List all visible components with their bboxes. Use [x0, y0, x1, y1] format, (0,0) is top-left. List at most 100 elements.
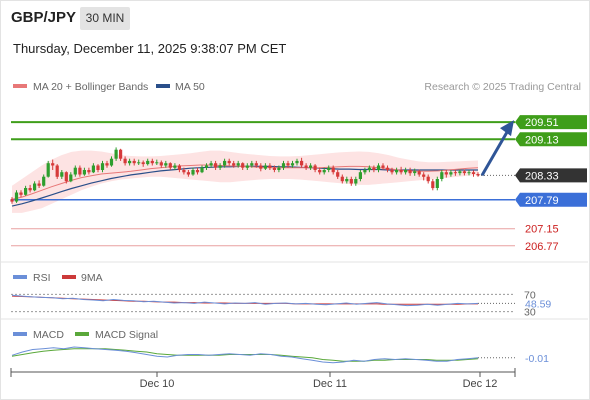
- rsi-legend-label: RSI: [33, 272, 51, 284]
- candle-body: [268, 165, 272, 168]
- rsi-value-label: 48.59: [525, 298, 551, 310]
- candle-body: [435, 179, 439, 188]
- candle-body: [367, 167, 371, 170]
- candle-body: [358, 172, 362, 179]
- candle-body: [422, 174, 426, 177]
- candle-body: [123, 158, 127, 164]
- timeframe-button[interactable]: 30 MIN: [80, 7, 130, 30]
- candle-body: [263, 165, 267, 169]
- candle-body: [119, 149, 123, 159]
- candle-body: [223, 160, 227, 166]
- candle-body: [404, 170, 408, 173]
- candle-body: [37, 183, 41, 186]
- candle-body: [177, 165, 181, 170]
- key-levels: [11, 121, 515, 247]
- candle-body: [336, 172, 340, 177]
- level-labels: 209.51 209.13 208.33 207.79 207.15 206.77: [515, 115, 587, 253]
- rsi-line: [11, 294, 479, 307]
- x-axis-labels: Dec 10 Dec 11 Dec 12: [10, 368, 516, 390]
- candle-body: [413, 171, 417, 174]
- resistance-label-box: [515, 132, 587, 147]
- candle-body: [408, 170, 412, 174]
- candle-body: [462, 171, 466, 174]
- rsi-tick-label: 30: [524, 307, 536, 319]
- candle-body: [209, 163, 213, 166]
- candle-body: [458, 171, 462, 174]
- candle-body: [114, 149, 118, 159]
- current-price-label: 208.33: [525, 170, 559, 182]
- candle-body: [440, 172, 444, 179]
- forecast-arrowhead: [500, 120, 514, 137]
- candle-body: [96, 165, 100, 170]
- candle-body: [91, 165, 95, 173]
- candle-body: [385, 167, 390, 170]
- candle-body: [150, 160, 154, 164]
- support-label-box: [515, 192, 587, 207]
- candle-body: [395, 170, 399, 173]
- candlesticks: [10, 147, 480, 204]
- candle-body: [78, 167, 82, 175]
- candle-body: [304, 165, 308, 168]
- ma50-legend-label: MA 50: [175, 81, 205, 93]
- candle-body: [327, 167, 331, 170]
- candle-body: [64, 172, 68, 182]
- candle-body: [313, 165, 317, 170]
- candle-body: [100, 163, 105, 170]
- candle-body: [191, 170, 195, 175]
- candle-body: [322, 170, 326, 173]
- chart-datetime: Thursday, December 11, 2025 9:38:07 PM C…: [13, 41, 287, 56]
- candle-body: [164, 163, 168, 166]
- target-label: 206.77: [525, 241, 559, 253]
- candle-body: [286, 163, 290, 166]
- resistance-label: 209.13: [525, 134, 559, 146]
- x-axis-tick-label: Dec 11: [313, 378, 347, 390]
- candle-body: [444, 172, 448, 175]
- candle-body: [214, 163, 218, 168]
- macd-legend-swatch: [13, 332, 27, 336]
- resistance-label-box: [515, 115, 587, 130]
- candle-body: [69, 174, 73, 182]
- candle-body: [376, 165, 381, 170]
- candle-body: [372, 167, 376, 170]
- bollinger-band-area: [12, 150, 478, 213]
- candle-body: [19, 192, 23, 195]
- candle-body: [24, 188, 28, 195]
- macd-signal-legend-label: MACD Signal: [95, 329, 158, 341]
- candle-body: [417, 171, 421, 175]
- candle-body: [340, 176, 344, 182]
- candle-body: [471, 172, 476, 174]
- candle-body: [60, 172, 64, 177]
- candle-body: [33, 183, 37, 191]
- candle-body: [42, 176, 46, 186]
- candle-body: [232, 163, 236, 166]
- macd-value-label: -0.01: [525, 353, 549, 365]
- candle-body: [173, 165, 177, 168]
- rsi-ma-legend-swatch: [62, 275, 76, 279]
- candle-body: [290, 163, 295, 166]
- candle-body: [155, 162, 159, 164]
- candle-body: [105, 163, 109, 166]
- forecast-arrow-shaft: [480, 131, 509, 177]
- candle-body: [476, 174, 480, 176]
- candle-body: [354, 179, 358, 184]
- candle-body: [28, 188, 32, 191]
- candle-body: [318, 170, 322, 173]
- candle-body: [14, 192, 19, 202]
- candle-body: [87, 170, 91, 173]
- current-price-label-box: [515, 168, 587, 183]
- candle-body: [272, 167, 276, 170]
- candle-body: [218, 165, 222, 168]
- candle-body: [241, 163, 245, 168]
- candle-body: [277, 167, 281, 170]
- candle-body: [200, 167, 204, 173]
- candle-body: [109, 158, 114, 166]
- resistance-label: 209.51: [525, 117, 559, 129]
- rsi-legend-swatch: [13, 275, 27, 279]
- candle-body: [146, 160, 150, 165]
- rsi-ma-legend-label: 9MA: [81, 272, 103, 284]
- currency-pair-title: GBP/JPY: [11, 9, 77, 26]
- candle-body: [141, 162, 145, 165]
- candle-body: [345, 179, 349, 182]
- candle-body: [51, 163, 55, 166]
